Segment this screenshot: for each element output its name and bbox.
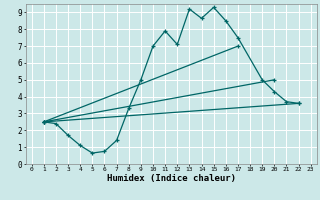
X-axis label: Humidex (Indice chaleur): Humidex (Indice chaleur) [107,174,236,183]
